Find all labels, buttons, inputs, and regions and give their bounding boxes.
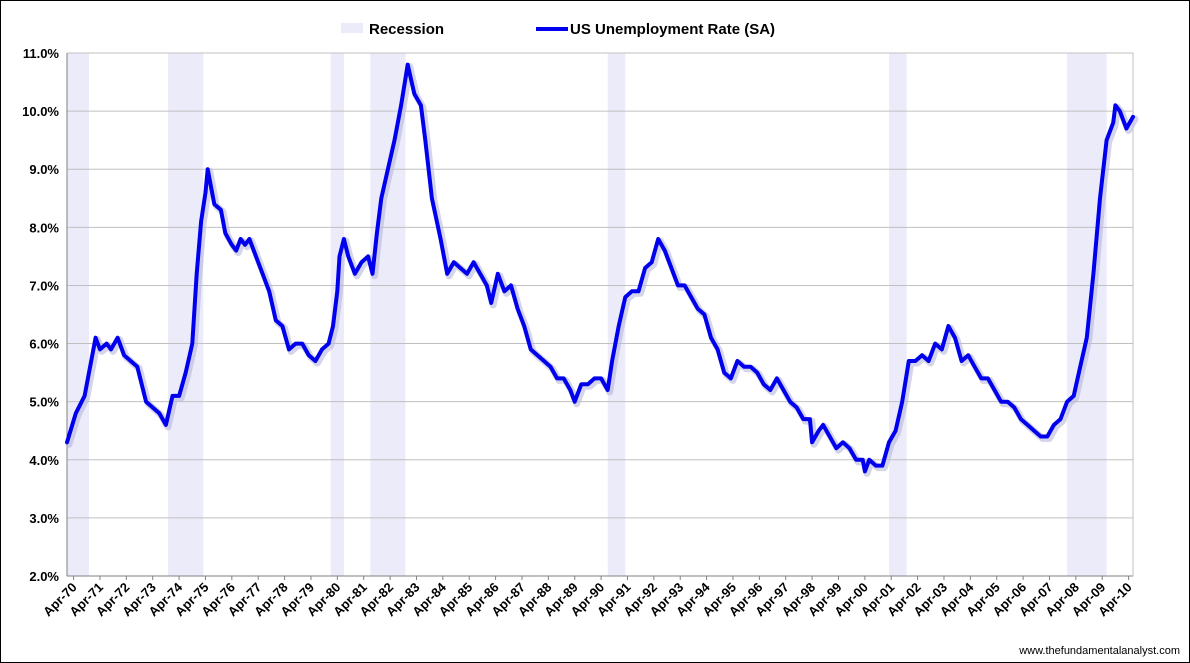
y-tick-label: 6.0% <box>29 337 59 352</box>
recession-band-0 <box>67 53 89 576</box>
y-tick-label: 11.0% <box>23 46 60 61</box>
legend-series-label: US Unemployment Rate (SA) <box>570 21 775 38</box>
recession-bands <box>67 53 1107 576</box>
x-axis-labels: Apr-70Apr-71Apr-72Apr-73Apr-74Apr-75Apr-… <box>40 576 1135 619</box>
axes <box>66 53 1134 577</box>
y-tick-label: 2.0% <box>29 569 59 584</box>
legend-recession-swatch <box>341 23 363 33</box>
series-shadow <box>65 63 1139 477</box>
y-axis-labels: 2.0% 3.0% 4.0% 5.0% 6.0% 7.0% 8.0% 9.0% 10.0% 11.… <box>22 46 59 584</box>
legend-recession-label: Recession <box>369 21 444 38</box>
grid-lines <box>67 52 1133 577</box>
y-tick-label: 10.0% <box>22 104 59 119</box>
y-tick-label: 5.0% <box>29 395 59 410</box>
source-credit: www.thefundamentalanalyst.com <box>1019 645 1180 657</box>
recession-band-4 <box>607 53 626 576</box>
unemployment-rate-line <box>65 62 1135 474</box>
y-tick-label: 8.0% <box>29 220 59 235</box>
y-tick-label: 4.0% <box>29 453 59 468</box>
recession-band-5 <box>889 53 907 576</box>
y-tick-label: 7.0% <box>29 278 59 293</box>
y-tick-label: 9.0% <box>29 162 59 177</box>
y-tick-label: 3.0% <box>29 511 59 526</box>
recession-band-6 <box>1067 53 1107 576</box>
series-layer <box>65 62 1139 477</box>
legend: Recession US Unemployment Rate (SA) <box>341 21 775 38</box>
